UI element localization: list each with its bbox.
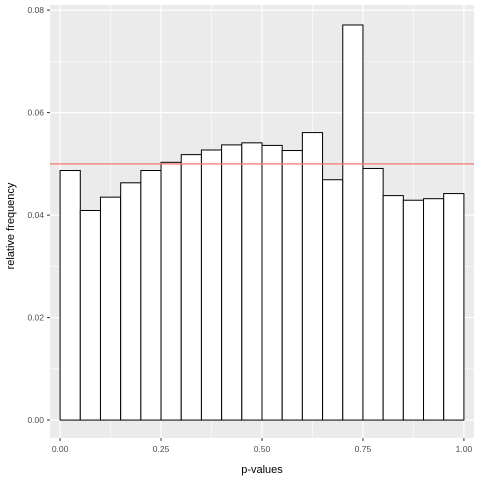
x-axis: 0.00 0.25 0.50 0.75 1.00 <box>52 438 473 454</box>
y-tick-label: 0.06 <box>27 108 44 118</box>
x-tick-label: 0.50 <box>254 444 271 454</box>
histogram-bar-6 <box>180 154 202 421</box>
x-tick-label: 0.00 <box>52 444 69 454</box>
histogram-bar-16 <box>382 195 404 421</box>
histogram-bar-14 <box>342 24 364 421</box>
histogram-bar-9 <box>241 142 263 421</box>
histogram-bar-1 <box>79 209 101 421</box>
histogram-bar-3 <box>120 182 142 421</box>
histogram-bar-19 <box>443 193 465 421</box>
histogram-bar-7 <box>200 149 223 421</box>
y-axis-title: relative frequency <box>5 182 17 269</box>
histogram-bars <box>59 24 465 421</box>
histogram-bar-12 <box>301 132 324 421</box>
y-tick-label: 0.02 <box>27 313 44 323</box>
histogram-bar-13 <box>322 179 344 421</box>
y-axis: 0.00 0.02 0.04 0.06 0.08 <box>27 5 50 425</box>
histogram-bar-11 <box>281 150 303 421</box>
x-tick-label: 0.25 <box>153 444 170 454</box>
histogram-bar-2 <box>99 196 122 421</box>
histogram-bar-15 <box>362 167 384 421</box>
x-axis-title: p-values <box>241 464 283 476</box>
x-tick-label: 1.00 <box>456 444 473 454</box>
y-tick-label: 0.08 <box>27 5 44 15</box>
histogram-bar-0 <box>59 170 81 421</box>
x-tick-label: 0.75 <box>355 444 372 454</box>
histogram-bar-5 <box>160 161 182 421</box>
histogram-bar-10 <box>261 144 283 421</box>
histogram-bar-18 <box>423 198 445 421</box>
histogram-bar-4 <box>140 170 162 421</box>
y-tick-label: 0.04 <box>27 210 44 220</box>
histogram-bar-17 <box>402 199 425 421</box>
y-tick-label: 0.00 <box>27 415 44 425</box>
histogram-bar-8 <box>221 144 243 421</box>
